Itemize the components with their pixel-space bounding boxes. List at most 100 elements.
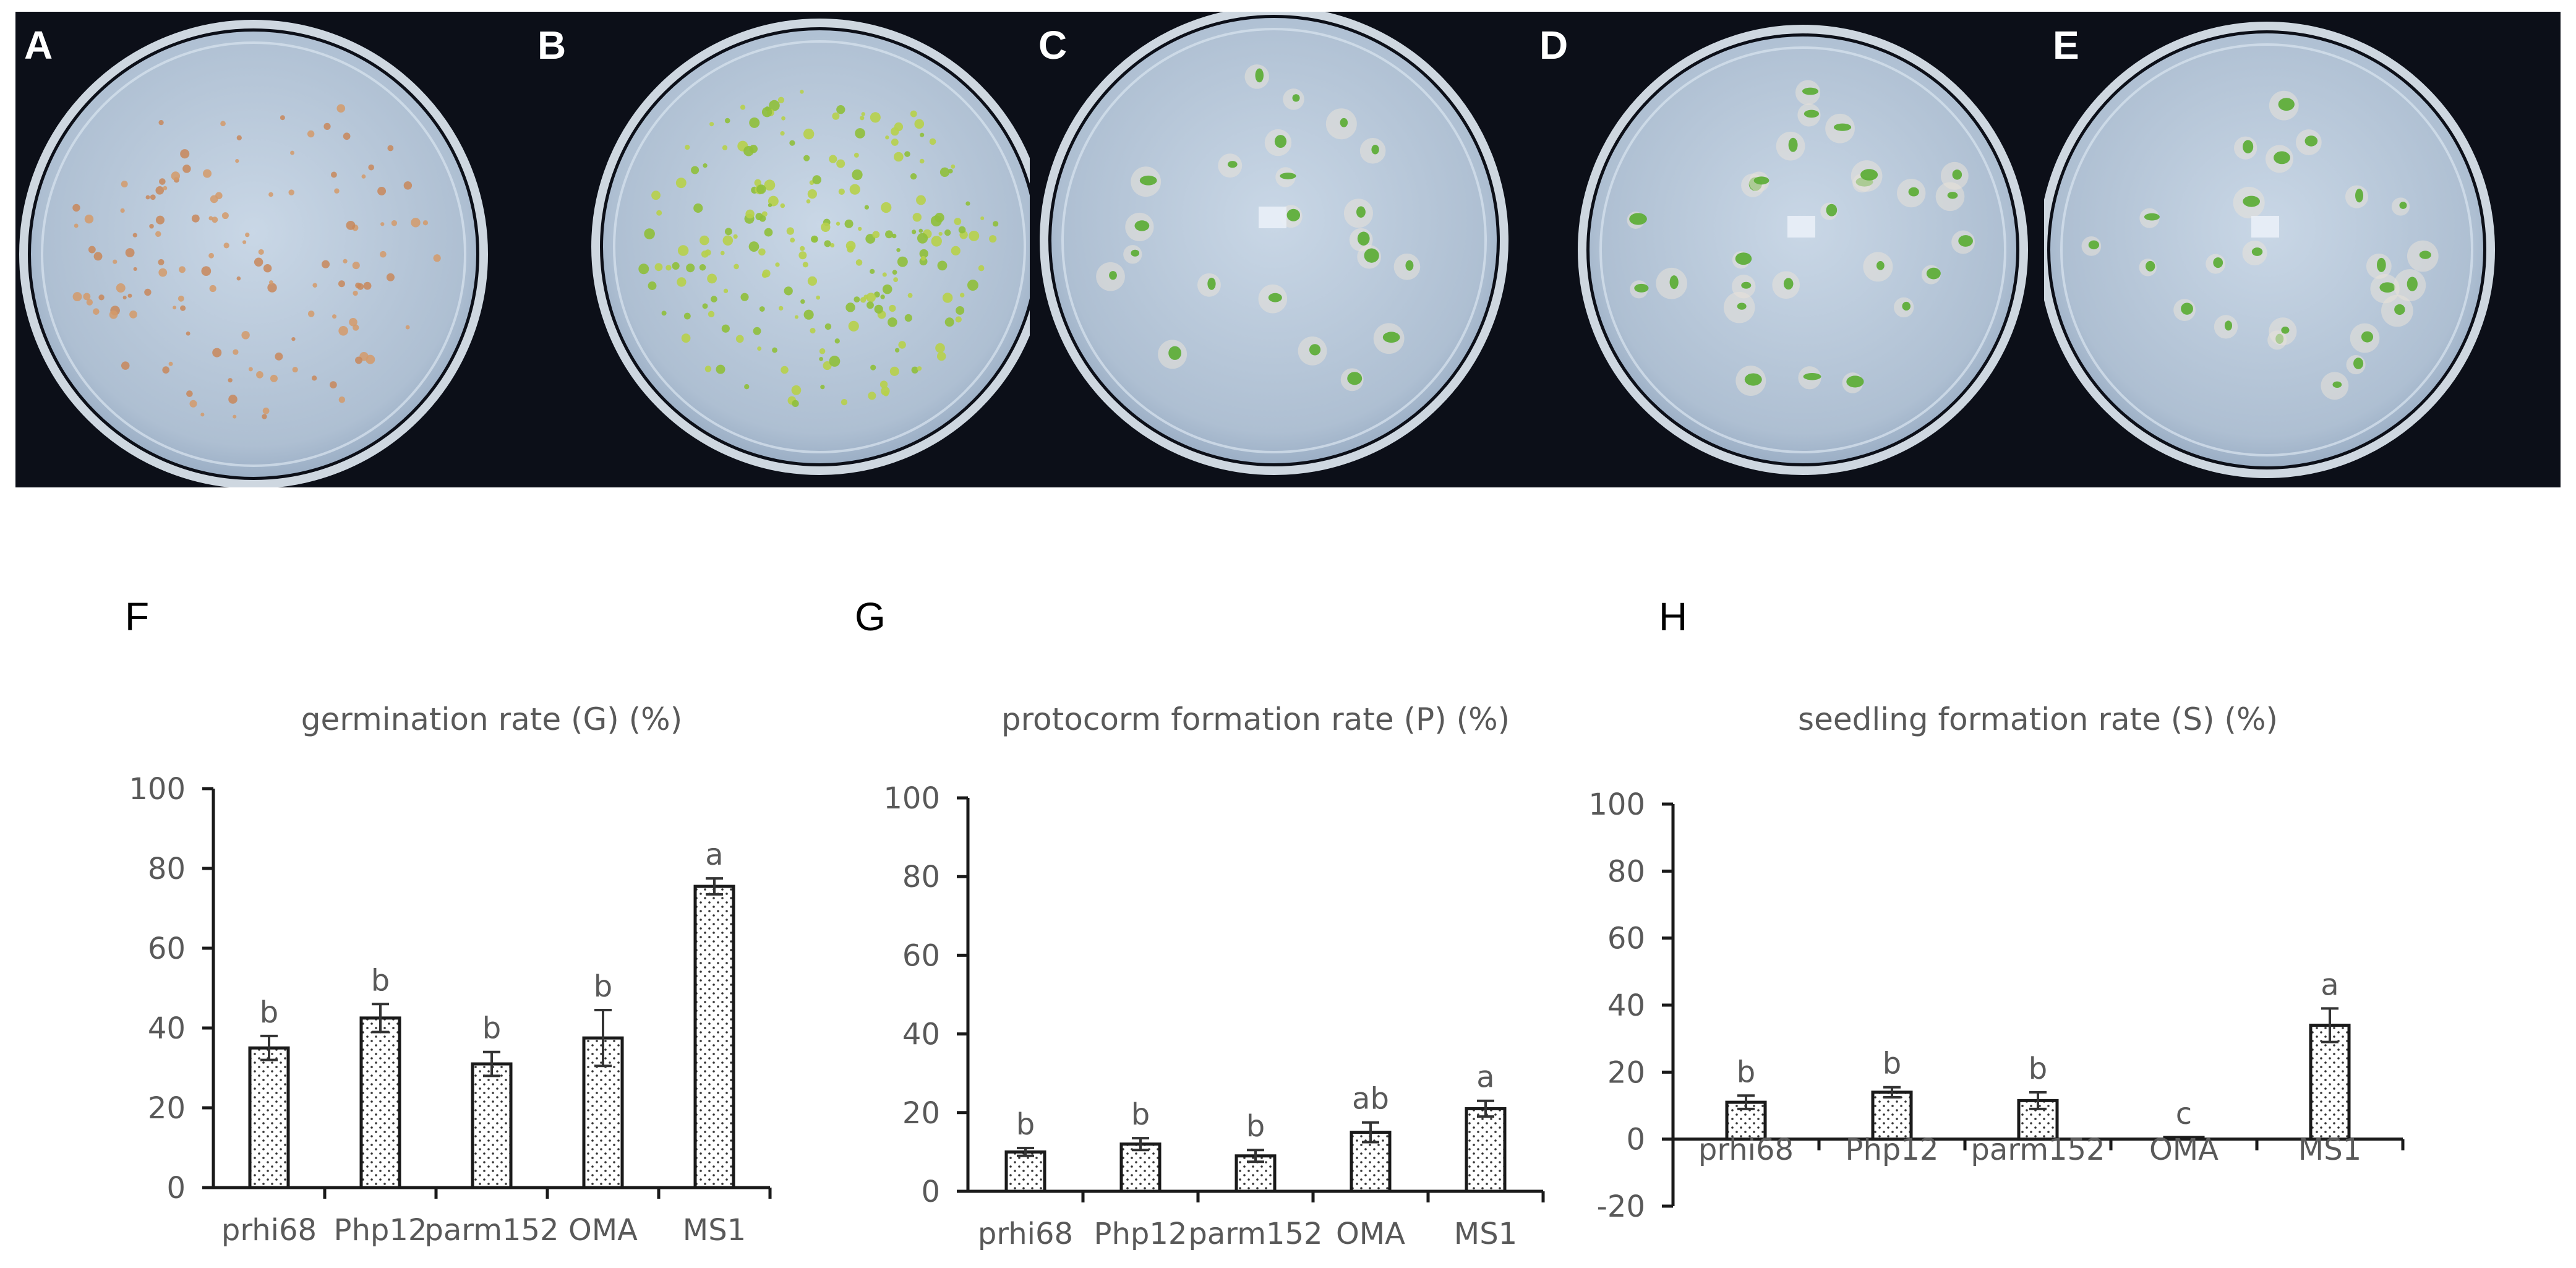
protocorm — [1846, 375, 1864, 388]
germinated-seed — [768, 203, 772, 207]
seed-speck — [180, 149, 190, 159]
dish-inner-rim — [41, 41, 466, 467]
seed-speck — [262, 414, 267, 419]
germinated-seed — [807, 276, 818, 286]
protocorm — [1356, 206, 1366, 218]
protocorm — [1833, 123, 1852, 131]
seed-speck — [125, 248, 135, 257]
inoculum-block — [1259, 207, 1286, 228]
seed-speck — [93, 252, 103, 261]
seed-speck — [248, 367, 253, 372]
petri-dish-photo-c: C — [1030, 12, 1531, 487]
protocorm — [1357, 231, 1370, 246]
seed-speck — [88, 246, 96, 254]
panel-letter-h: H — [1659, 594, 1688, 639]
seed-speck — [270, 374, 278, 382]
germinated-seed — [892, 270, 897, 275]
germinated-seed — [759, 215, 766, 222]
protocorm — [2379, 282, 2395, 293]
germinated-seed — [866, 293, 876, 302]
seed-speck — [355, 356, 362, 364]
seed-speck — [363, 281, 372, 290]
germinated-seed — [749, 145, 758, 153]
category-label: OMA — [2149, 1133, 2219, 1167]
germinated-seed — [775, 262, 780, 267]
category-label: OMA — [568, 1213, 638, 1248]
germinated-seed — [898, 341, 906, 349]
seed-speck — [72, 292, 82, 302]
germinated-seed — [967, 280, 978, 291]
protocorm — [1340, 118, 1348, 127]
germinated-seed — [798, 251, 807, 260]
germinated-seed — [675, 178, 687, 189]
dish-medium — [2050, 33, 2483, 466]
y-tick-label: -20 — [1597, 1189, 1645, 1224]
germinated-seed — [935, 213, 944, 223]
protocorm — [2394, 304, 2405, 315]
seed-speck — [93, 308, 100, 315]
germinated-seed — [661, 311, 667, 316]
dish-rim — [591, 19, 1030, 475]
germinated-seed — [860, 116, 865, 121]
germinated-seed — [936, 351, 946, 361]
seed-speck — [158, 119, 164, 126]
germinated-seed — [745, 209, 755, 219]
germinated-seed — [864, 205, 870, 210]
germinated-seed — [791, 385, 802, 395]
germinated-seed — [753, 327, 761, 335]
seed-speck — [179, 266, 186, 273]
dish-inner-rim — [2060, 43, 2473, 456]
petri-dish-e-image — [2044, 12, 2561, 487]
seed-speck — [403, 181, 413, 190]
protocorm — [2088, 240, 2100, 250]
seed-speck — [312, 283, 317, 288]
seed-speck — [155, 231, 161, 238]
germinated-seed — [885, 135, 889, 140]
germinated-seed — [769, 100, 780, 111]
germinated-seed — [889, 366, 899, 376]
protocorm — [1876, 261, 1885, 270]
germinated-seed — [823, 361, 832, 371]
protocorm — [1735, 252, 1752, 265]
seed-speck — [338, 280, 345, 288]
significance-label: a — [2321, 967, 2339, 1002]
germination-rate-chart-svg: germination rate (G) (%) 0 20 40 60 80 100 b prh… — [129, 701, 772, 1248]
germinated-seed — [832, 112, 840, 120]
panel-letter-b: B — [537, 23, 567, 67]
germinated-seed — [824, 323, 832, 330]
germinated-seed — [870, 364, 876, 371]
y-tick-label: 40 — [1607, 988, 1645, 1023]
germinated-seed — [700, 235, 709, 246]
germinated-seed — [829, 155, 837, 163]
inoculum-block — [2251, 216, 2279, 238]
y-tick-label: 0 — [1626, 1123, 1645, 1157]
protocorm — [2144, 213, 2160, 221]
germinated-seed — [780, 203, 785, 208]
seed-speck — [121, 181, 128, 188]
seed-speck — [203, 169, 212, 178]
bar-OMA — [2163, 1136, 2205, 1141]
seed-speck — [338, 326, 348, 336]
germinated-seed — [777, 96, 785, 103]
panel-letter-e: E — [2053, 23, 2079, 67]
germinated-seed — [806, 199, 811, 203]
panel-letter-a: A — [24, 23, 53, 67]
protocorm — [2243, 140, 2254, 153]
seed-speck — [180, 305, 186, 311]
germinated-seed — [724, 118, 730, 124]
germinated-seed — [889, 304, 896, 312]
protocorm-formation-rate-chart-svg: protocorm formation rate (P) (%) 0 20 40 60 8… — [883, 701, 1545, 1251]
protocorm — [2224, 320, 2233, 331]
panel-letter-c: C — [1038, 23, 1068, 67]
seed-speck — [189, 400, 197, 408]
germinated-seed — [929, 138, 936, 145]
germinated-seed — [907, 293, 913, 298]
category-label: prhi68 — [221, 1213, 317, 1248]
petri-dish-b-image — [529, 12, 1030, 487]
germinated-seed — [734, 263, 739, 270]
y-tick-label: 0 — [166, 1171, 186, 1206]
bar-MS1 — [1465, 1107, 1507, 1193]
seed-speck — [233, 414, 237, 419]
seed-speck — [132, 233, 137, 238]
